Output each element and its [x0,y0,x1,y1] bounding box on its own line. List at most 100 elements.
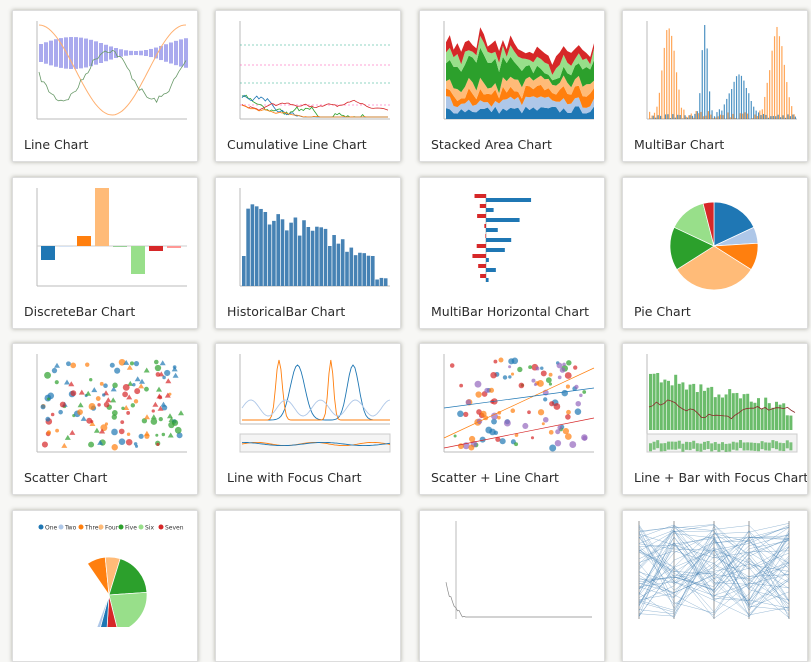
bar [726,99,727,119]
card-title[interactable]: HistoricalBar Chart [227,304,345,319]
bar [773,116,774,119]
gallery-card[interactable] [622,510,808,662]
point [132,383,135,386]
legend-label: Seven [165,525,184,532]
card-title[interactable]: Scatter Chart [24,470,107,485]
bar [174,41,178,65]
bar [741,76,742,119]
bar [689,385,692,430]
gallery-card[interactable]: Stacked Area Chart [419,10,605,162]
bar [44,42,48,63]
bar [682,118,683,119]
gallery-card[interactable]: Line Chart [12,10,198,162]
bar [743,442,746,450]
gallery-card[interactable]: MultiBar Horizontal Chart [419,177,605,329]
bar [786,415,789,430]
bar [775,441,778,449]
card-title[interactable]: Line Chart [24,137,88,152]
bar [345,252,349,286]
bar [765,115,766,119]
bar [661,70,662,119]
point [469,436,475,442]
gallery-card[interactable]: Scatter + Line Chart [419,343,605,495]
bar [696,111,697,119]
point [497,416,501,420]
point [135,376,141,381]
point [555,440,561,446]
card-title[interactable]: Cumulative Line Chart [227,137,367,152]
point [579,394,582,397]
card-title[interactable]: Stacked Area Chart [431,137,552,152]
point [78,402,84,407]
bar [678,441,681,449]
point [468,445,474,451]
legend-swatch [139,525,144,530]
bar [688,115,689,119]
bar [715,118,716,119]
card-title[interactable]: MultiBar Horizontal Chart [431,304,589,319]
thumbnail [629,515,801,627]
thumbnail [19,15,191,127]
bar [779,443,782,451]
bar [362,253,366,286]
line [242,360,390,420]
bar [758,112,759,119]
bar [675,118,676,119]
gallery-card[interactable]: Line + Bar with Focus Chart [622,343,808,495]
bar [732,114,733,119]
bar [149,49,153,57]
gallery-card[interactable]: Line with Focus Chart [215,343,401,495]
bar [486,248,505,252]
bar [692,441,695,449]
bar [761,441,764,449]
point [528,365,532,369]
bar [703,391,706,430]
point [534,383,537,386]
gallery-card[interactable] [419,510,605,662]
bar [778,115,779,119]
gallery-card[interactable] [215,510,401,662]
bar [681,382,684,430]
bar [685,442,688,450]
card-title[interactable]: DiscreteBar Chart [24,304,135,319]
point [54,363,60,368]
bar [752,118,753,119]
bar [384,278,388,286]
thumbnail [426,182,598,294]
point [144,387,149,392]
bar [486,208,494,212]
bar [762,109,763,119]
bar [670,118,671,119]
bar [721,398,724,430]
gallery-card[interactable]: MultiBar Chart [622,10,808,162]
bar [689,442,692,450]
gallery-card[interactable]: Scatter Chart [12,343,198,495]
bar [485,234,486,238]
gallery-card[interactable]: DiscreteBar Chart [12,177,198,329]
card-title[interactable]: Scatter + Line Chart [431,470,559,485]
bar [702,50,703,119]
bar [653,116,654,119]
card-title[interactable]: Line with Focus Chart [227,470,362,485]
card-title[interactable]: MultiBar Chart [634,137,724,152]
bar [732,442,735,450]
gallery-card[interactable]: Cumulative Line Chart [215,10,401,162]
card-title[interactable]: Pie Chart [634,304,691,319]
point [110,397,116,402]
bar [700,112,701,119]
bar [775,402,778,430]
bar [74,37,78,69]
gallery-card[interactable]: HistoricalBar Chart [215,177,401,329]
thumbnail [222,15,394,127]
point [144,368,150,373]
bar [750,402,753,430]
card-title[interactable]: Line + Bar with Focus Chart [634,470,808,485]
bar [760,115,761,119]
bar [649,443,652,451]
bar [315,227,319,286]
bar [678,90,679,119]
point [489,429,496,436]
gallery-card[interactable]: Pie Chart [622,177,808,329]
point [154,360,159,365]
